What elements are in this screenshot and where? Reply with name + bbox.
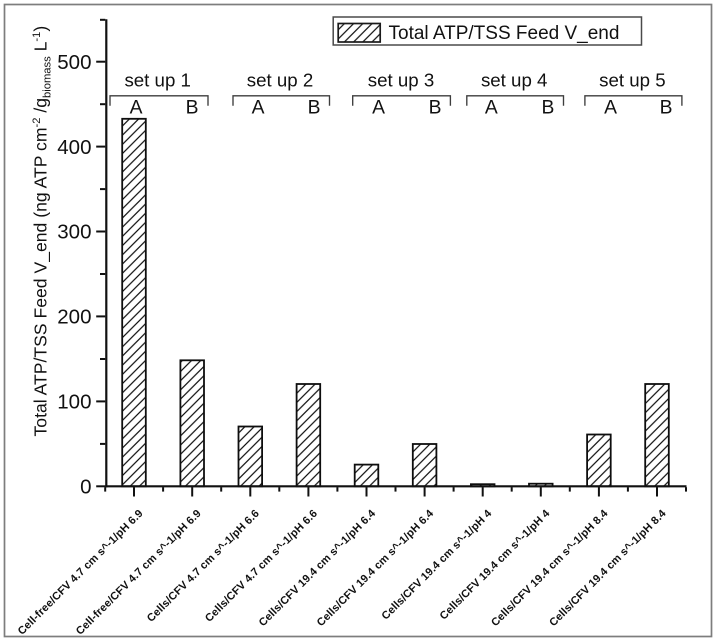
svg-text:200: 200 (57, 306, 91, 329)
svg-text:Total ATP/TSS Feed V_end: Total ATP/TSS Feed V_end (389, 23, 620, 44)
svg-text:B: B (308, 97, 321, 118)
svg-text:B: B (186, 97, 199, 118)
svg-text:0: 0 (80, 476, 91, 499)
svg-text:set up 5: set up 5 (599, 70, 666, 91)
svg-text:set up 1: set up 1 (124, 70, 191, 91)
svg-text:B: B (429, 97, 442, 118)
svg-text:B: B (660, 97, 673, 118)
svg-text:A: A (130, 97, 143, 118)
svg-text:300: 300 (57, 221, 91, 244)
svg-text:B: B (541, 97, 554, 118)
svg-text:100: 100 (57, 391, 91, 414)
svg-text:Total ATP/TSS Feed V_end (ng A: Total ATP/TSS Feed V_end (ng ATP cm-2 /g… (31, 26, 54, 437)
svg-text:A: A (485, 97, 498, 118)
svg-text:A: A (604, 97, 617, 118)
svg-text:set up 4: set up 4 (481, 70, 548, 91)
svg-text:A: A (252, 97, 265, 118)
svg-text:500: 500 (57, 51, 91, 74)
svg-text:A: A (372, 97, 385, 118)
svg-text:400: 400 (57, 136, 91, 159)
svg-text:set up 2: set up 2 (247, 70, 314, 91)
svg-text:set up 3: set up 3 (368, 70, 435, 91)
